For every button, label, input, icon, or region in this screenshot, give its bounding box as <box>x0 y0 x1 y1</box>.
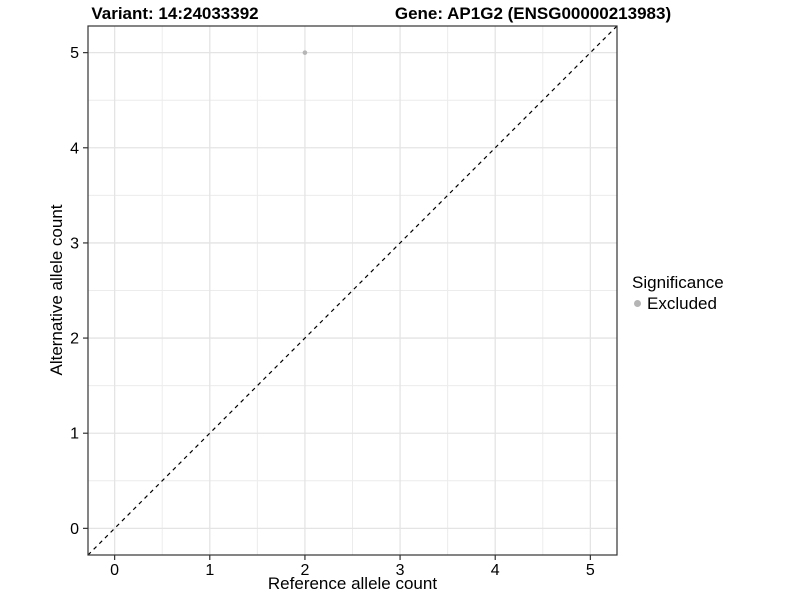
y-tick-label: 5 <box>70 45 79 62</box>
y-tick-label: 2 <box>70 331 79 348</box>
y-tick-label: 4 <box>70 140 79 157</box>
y-tick-label: 3 <box>70 235 79 252</box>
legend: Significance Excluded <box>632 273 724 314</box>
legend-title: Significance <box>632 273 724 292</box>
legend-item-label: Excluded <box>647 294 717 313</box>
x-tick-label: 0 <box>110 562 119 579</box>
y-tick-label: 1 <box>70 426 79 443</box>
plot-title-variant: Variant: 14:24033392 <box>91 4 259 23</box>
x-tick-label: 4 <box>491 562 500 579</box>
legend-point-icon <box>634 300 641 307</box>
x-tick-label: 2 <box>300 562 309 579</box>
panel-border <box>87 25 618 556</box>
legend-item-excluded: Excluded <box>632 293 724 314</box>
x-tick-label: 1 <box>205 562 214 579</box>
x-tick-label: 5 <box>586 562 595 579</box>
x-tick-label: 3 <box>396 562 405 579</box>
y-tick-label: 0 <box>70 521 79 538</box>
data-point <box>302 50 308 55</box>
plot-title-gene: Gene: AP1G2 (ENSG00000213983) <box>394 4 672 23</box>
x-axis-title: Reference allele count <box>267 574 438 593</box>
